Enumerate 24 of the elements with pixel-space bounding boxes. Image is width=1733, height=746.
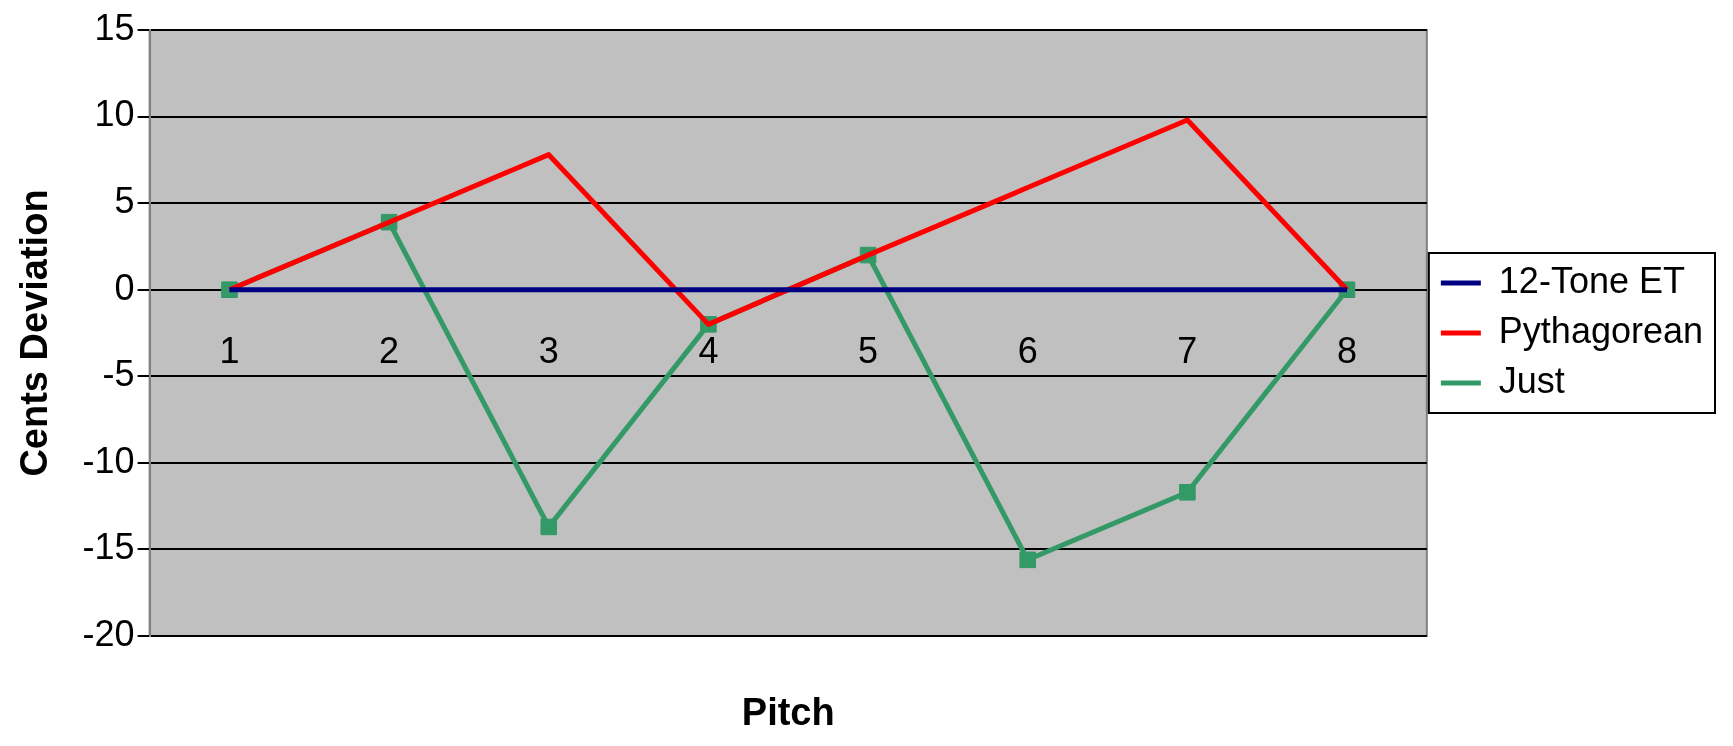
legend-label: Just [1498, 359, 1565, 401]
point [1179, 484, 1196, 501]
point [540, 518, 558, 536]
x-tick-label: 8 [1337, 330, 1358, 372]
x-tick-label: 2 [379, 330, 400, 372]
x-tick-label: 6 [1017, 330, 1038, 372]
y-axis-title: Cents Deviation [13, 189, 56, 477]
x-tick-label: 7 [1177, 330, 1198, 372]
legend-label: Pythagorean [1498, 309, 1703, 351]
y-tick-label: 10 [94, 93, 135, 135]
x-tick-label: 3 [538, 330, 559, 372]
point [1019, 551, 1036, 569]
x-tick-label: 5 [858, 330, 879, 372]
y-tick-label: -15 [82, 526, 135, 568]
x-tick-label: 4 [698, 330, 719, 372]
x-tick-label: 1 [219, 330, 240, 372]
y-tick-label: -20 [82, 612, 135, 654]
x-axis-title: Pitch [741, 691, 835, 734]
y-tick-label: 5 [114, 180, 135, 222]
legend-label: 12-Tone ET [1498, 259, 1685, 301]
y-tick-label: 0 [114, 266, 135, 308]
y-tick-label: -10 [82, 439, 135, 481]
y-tick-label: -5 [102, 353, 135, 395]
y-tick-label: 15 [94, 6, 135, 48]
